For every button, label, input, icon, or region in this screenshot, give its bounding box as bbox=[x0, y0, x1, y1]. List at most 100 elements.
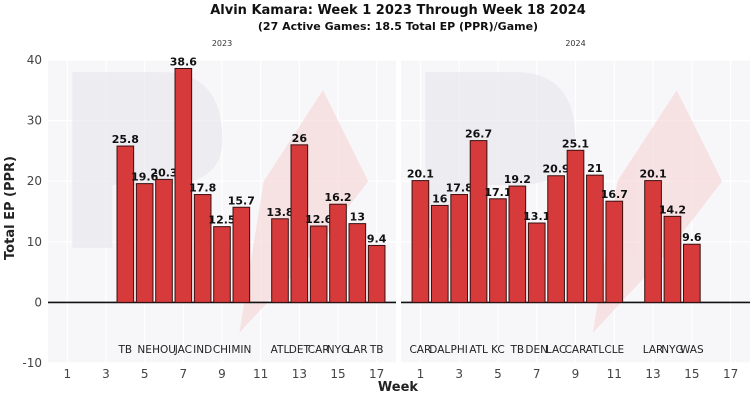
bar-value-label: 13.1 bbox=[523, 210, 550, 223]
y-axis-label: Total EP (PPR) bbox=[3, 156, 18, 260]
chart-subtitle: (27 Active Games: 18.5 Total EP (PPR)/Ga… bbox=[258, 20, 538, 33]
opponent-label: CAR bbox=[308, 344, 330, 356]
opponent-label: TB bbox=[118, 344, 133, 356]
opponent-label: PHI bbox=[451, 344, 468, 356]
x-tick-label: 9 bbox=[218, 367, 226, 381]
bar bbox=[290, 144, 309, 303]
opponent-label: CLE bbox=[604, 344, 624, 356]
opponent-label: HOU bbox=[152, 344, 176, 356]
x-tick-label: 5 bbox=[141, 367, 149, 381]
x-tick-label: 17 bbox=[369, 367, 384, 381]
opponent-label: NE bbox=[137, 344, 152, 356]
opponent-label: MIN bbox=[231, 344, 251, 356]
opponent-label: LAC bbox=[546, 344, 566, 356]
bar bbox=[213, 226, 231, 303]
x-tick-label: 7 bbox=[533, 367, 541, 381]
bar bbox=[232, 206, 251, 303]
bar bbox=[663, 215, 682, 303]
y-tick-label: 0 bbox=[34, 295, 42, 309]
opponent-label: ATL bbox=[271, 344, 290, 356]
bar-value-label: 17.1 bbox=[484, 186, 511, 199]
bar bbox=[489, 198, 507, 303]
bar-value-label: 14.2 bbox=[659, 203, 686, 216]
bar-value-label: 13.8 bbox=[266, 206, 293, 219]
opponent-label: NYG bbox=[327, 344, 349, 356]
x-tick-label: 15 bbox=[684, 367, 699, 381]
panel-label: 2024 bbox=[565, 39, 585, 48]
bar-value-label: 9.6 bbox=[682, 231, 702, 244]
bar bbox=[469, 140, 488, 303]
bar-value-label: 21 bbox=[587, 162, 602, 175]
bar bbox=[586, 174, 604, 303]
bar bbox=[329, 203, 347, 303]
x-tick-label: 3 bbox=[455, 367, 463, 381]
x-tick-label: 1 bbox=[417, 367, 425, 381]
chart-title: Alvin Kamara: Week 1 2023 Through Week 1… bbox=[210, 3, 586, 18]
bar-value-label: 25.8 bbox=[112, 133, 139, 146]
y-tick-label: 20 bbox=[27, 174, 42, 188]
bar bbox=[135, 183, 154, 303]
bar-value-label: 16.2 bbox=[324, 191, 351, 204]
bar-value-label: 20.9 bbox=[543, 163, 570, 176]
x-axis-label: Week bbox=[378, 380, 419, 395]
x-tick-label: 9 bbox=[572, 367, 580, 381]
bar bbox=[155, 178, 173, 303]
y-tick-label: 40 bbox=[27, 53, 42, 67]
opponent-label: DAL bbox=[429, 344, 450, 356]
bar-value-label: 12.6 bbox=[305, 213, 332, 226]
opponent-label: ATL bbox=[469, 344, 488, 356]
opponent-label: CHI bbox=[213, 344, 231, 356]
bar bbox=[309, 225, 328, 303]
bar bbox=[430, 204, 449, 303]
opponent-label: LAR bbox=[643, 344, 664, 356]
bar-value-label: 19.2 bbox=[504, 173, 531, 186]
opponent-label: TB bbox=[369, 344, 384, 356]
bar bbox=[566, 149, 585, 303]
bar-value-label: 38.6 bbox=[170, 55, 197, 68]
bar-value-label: 16 bbox=[432, 192, 448, 205]
bar-value-label: 19.6 bbox=[131, 171, 158, 184]
bar bbox=[450, 194, 469, 303]
bar bbox=[367, 244, 386, 303]
bar-value-label: 15.7 bbox=[228, 194, 255, 207]
bar-value-label: 13 bbox=[350, 211, 365, 224]
x-tick-label: 13 bbox=[292, 367, 307, 381]
bar bbox=[116, 145, 135, 303]
bar-value-label: 20.3 bbox=[150, 166, 177, 179]
bar-value-label: 17.8 bbox=[446, 182, 473, 195]
opponent-label: JAC bbox=[174, 344, 192, 356]
bar-value-label: 17.8 bbox=[189, 182, 216, 195]
bar bbox=[527, 222, 546, 303]
opponent-label: LAR bbox=[347, 344, 368, 356]
bar-value-label: 9.4 bbox=[367, 232, 387, 245]
bar bbox=[271, 218, 289, 303]
opponent-label: DEN bbox=[525, 344, 548, 356]
bar-value-label: 26 bbox=[292, 132, 308, 145]
y-tick-label: 30 bbox=[27, 114, 42, 128]
opponent-label: TB bbox=[510, 344, 525, 356]
opponent-label: CAR bbox=[409, 344, 431, 356]
x-tick-label: 5 bbox=[494, 367, 502, 381]
opponent-label: KC bbox=[491, 344, 505, 356]
bar bbox=[547, 175, 565, 303]
y-tick-label: 10 bbox=[27, 235, 42, 249]
bar bbox=[508, 185, 527, 303]
panel-label: 2023 bbox=[212, 39, 232, 48]
opponent-label: IND bbox=[193, 344, 212, 356]
x-tick-label: 7 bbox=[180, 367, 188, 381]
opponent-label: CAR bbox=[565, 344, 587, 356]
opponent-label: ATL bbox=[586, 344, 605, 356]
bar bbox=[411, 180, 430, 303]
y-tick-label: -10 bbox=[22, 356, 42, 370]
x-tick-label: 3 bbox=[102, 367, 110, 381]
bar bbox=[605, 200, 624, 303]
bar bbox=[644, 180, 662, 303]
bar bbox=[348, 223, 367, 303]
opponent-label: DET bbox=[289, 344, 311, 356]
x-tick-label: 11 bbox=[607, 367, 622, 381]
bar-value-label: 26.7 bbox=[465, 128, 492, 141]
bar bbox=[174, 67, 193, 303]
chart-panels: 202325.8TB19.6NE20.3HOU38.6JAC17.8IND12.… bbox=[22, 39, 750, 381]
bar bbox=[682, 243, 701, 303]
bar-value-label: 12.5 bbox=[208, 214, 235, 227]
